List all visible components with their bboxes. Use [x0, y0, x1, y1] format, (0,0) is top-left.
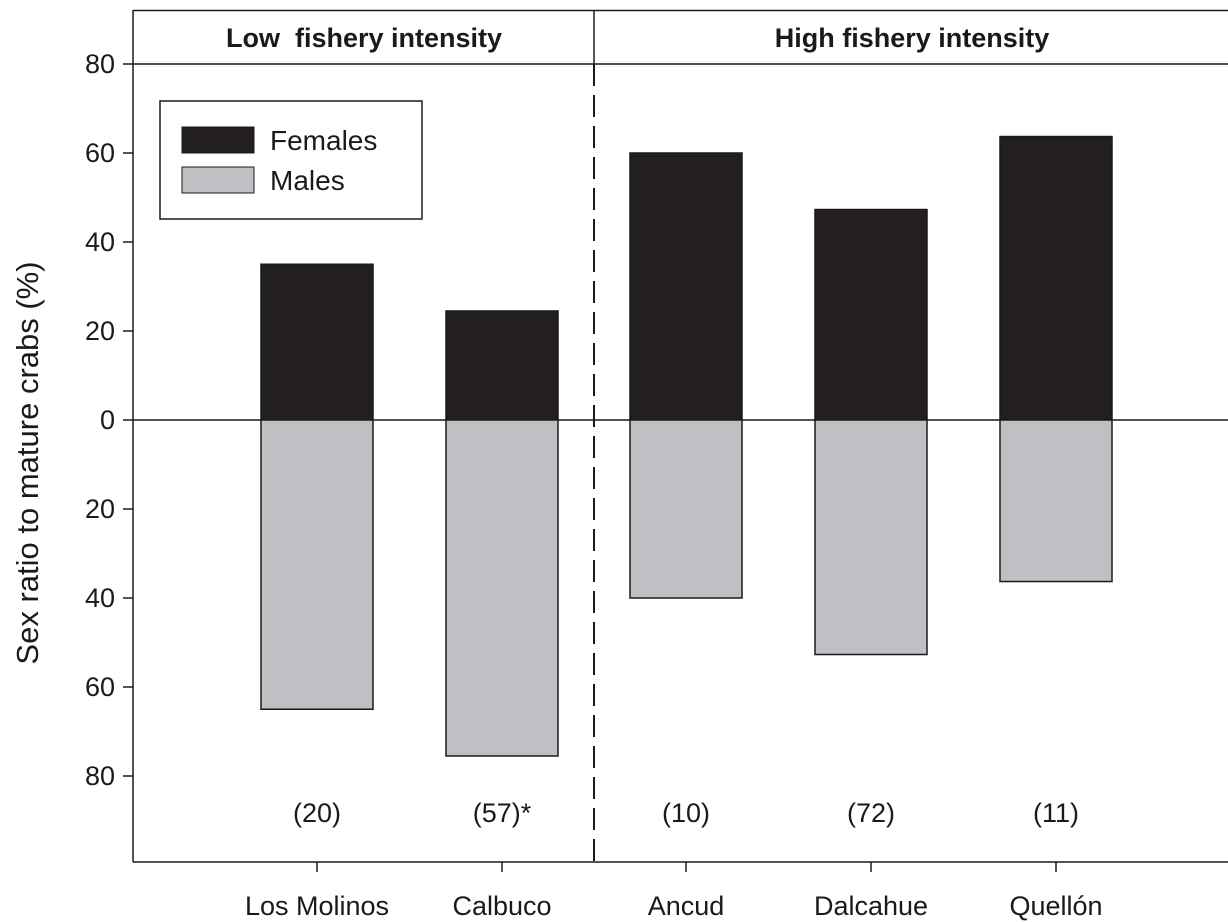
- legend-box: [159, 100, 423, 220]
- x-tick-label: Ancud: [648, 891, 725, 921]
- bar-females: [814, 208, 928, 421]
- bar-males: [629, 419, 743, 599]
- panel-header-low-intensity: Low fishery intensity: [226, 23, 502, 53]
- bar-males: [999, 419, 1113, 583]
- x-tick-label: Los Molinos: [245, 891, 389, 921]
- legend-swatch-males: [181, 166, 255, 194]
- sample-size-label: (10): [662, 798, 710, 828]
- bar-males: [260, 419, 374, 710]
- panel-header-high-intensity: High fishery intensity: [775, 23, 1050, 53]
- bars: [260, 135, 1113, 757]
- y-axis: 80 60 40 20 0 20 40 60 80: [85, 49, 133, 791]
- x-axis: Los Molinos Calbuco Ancud Dalcahue Quellón: [245, 862, 1103, 921]
- sample-size-label: (72): [847, 798, 895, 828]
- y-tick-label: 60: [85, 138, 115, 168]
- sample-size-label: (20): [293, 798, 341, 828]
- y-tick-label: 80: [85, 761, 115, 791]
- bar-females: [260, 263, 374, 421]
- y-tick-label: 20: [85, 494, 115, 524]
- y-axis-label: Sex ratio to mature crabs (%): [10, 261, 45, 664]
- legend-label-females: Females: [270, 125, 377, 156]
- x-tick-label: Dalcahue: [814, 891, 928, 921]
- x-tick-label: Calbuco: [452, 891, 551, 921]
- y-tick-label: 40: [85, 583, 115, 613]
- y-tick-label: 80: [85, 49, 115, 79]
- panel-headers: Low fishery intensity High fishery inten…: [226, 23, 1049, 53]
- x-tick-label: Quellón: [1009, 891, 1102, 921]
- legend: Females Males: [159, 100, 423, 220]
- bar-females: [999, 135, 1113, 421]
- sample-size-label: (57)*: [473, 798, 532, 828]
- legend-swatch-females: [181, 126, 255, 154]
- legend-label-males: Males: [270, 165, 345, 196]
- y-tick-label: 60: [85, 672, 115, 702]
- bar-males: [814, 419, 928, 656]
- bar-females: [445, 310, 559, 421]
- sample-size-label: (11): [1033, 798, 1079, 828]
- bar-females: [629, 152, 743, 421]
- y-tick-label: 20: [85, 316, 115, 346]
- bar-males: [445, 419, 559, 757]
- sample-size-annotations: (20) (57)* (10) (72) (11): [293, 798, 1079, 828]
- y-tick-label: 0: [100, 405, 115, 435]
- y-tick-label: 40: [85, 227, 115, 257]
